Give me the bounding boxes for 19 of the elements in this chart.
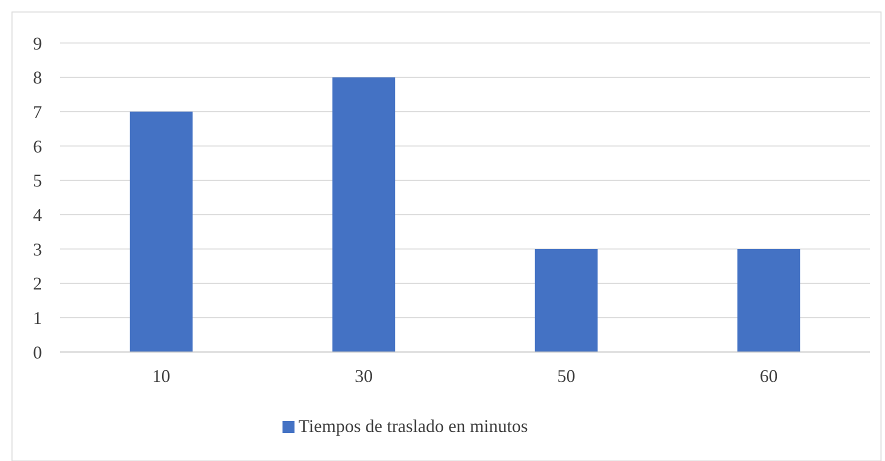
x-tick-label: 60 [760, 366, 778, 386]
y-tick-label: 7 [33, 102, 42, 122]
x-tick-label: 50 [557, 366, 576, 386]
y-tick-label: 0 [33, 342, 42, 362]
y-tick-label: 6 [33, 136, 42, 156]
y-tick-label: 1 [33, 308, 42, 328]
bar [737, 249, 800, 352]
y-tick-label: 2 [33, 274, 42, 294]
bar [130, 112, 193, 352]
x-tick-label: 30 [354, 366, 373, 386]
x-tick-label: 10 [152, 366, 170, 386]
y-tick-label: 8 [33, 68, 42, 88]
bar [534, 249, 598, 352]
y-tick-label: 9 [33, 33, 42, 54]
y-tick-label: 3 [33, 239, 42, 260]
legend-label: Tiempos de traslado en minutos [298, 416, 528, 436]
y-tick-label: 5 [33, 170, 42, 191]
bar [332, 77, 396, 352]
y-tick-label: 4 [33, 204, 42, 225]
